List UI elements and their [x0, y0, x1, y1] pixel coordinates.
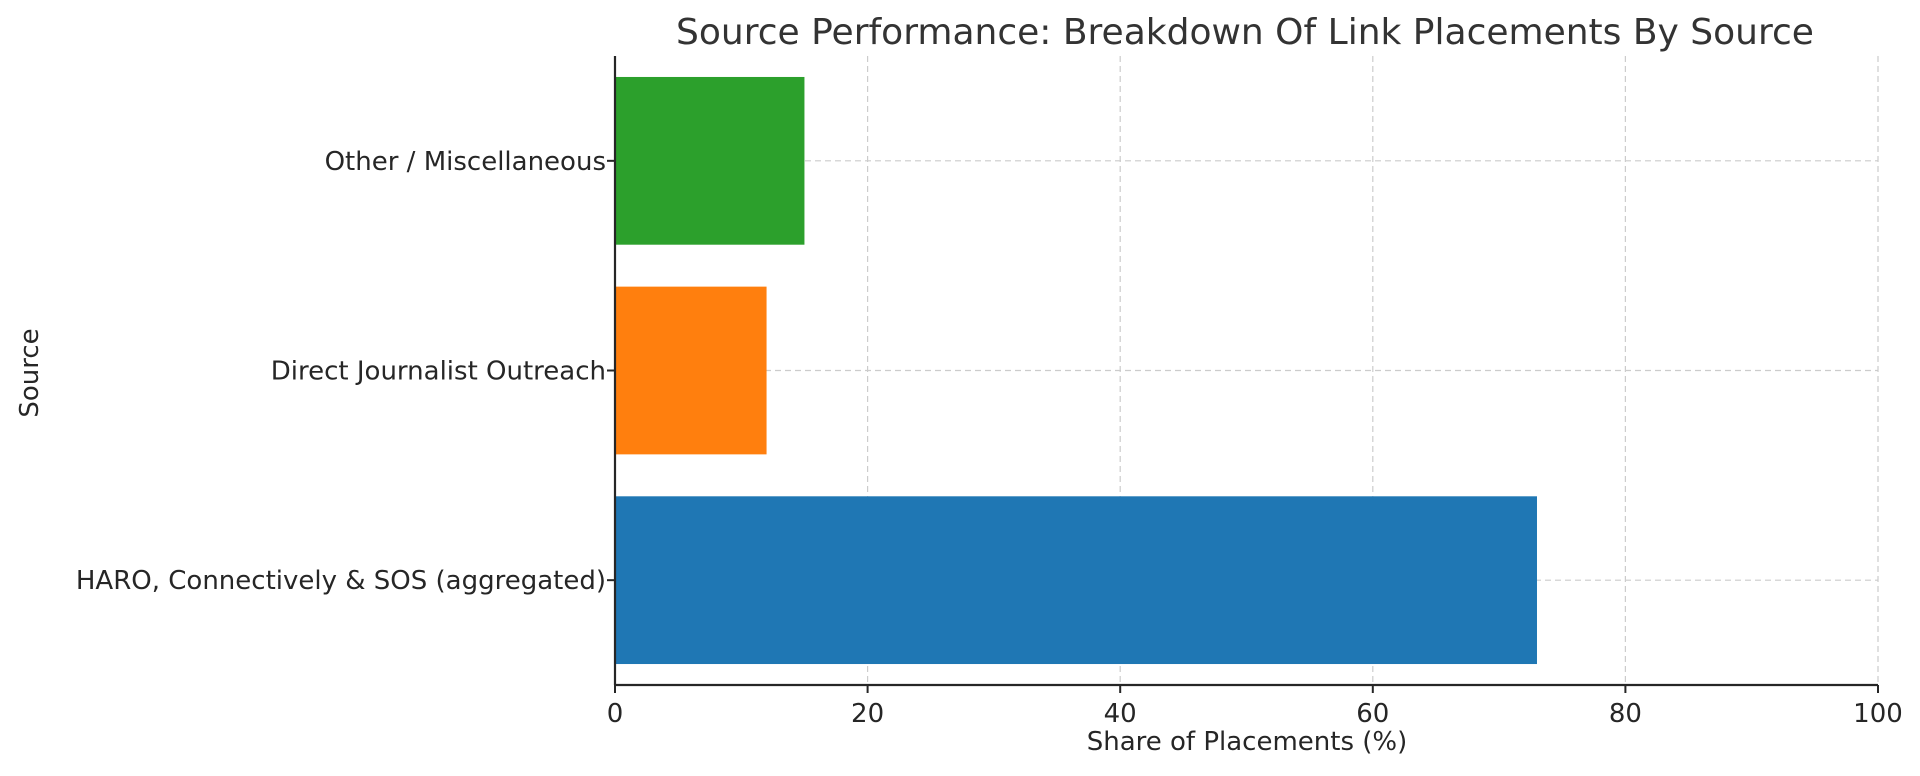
x-tick-label: 20: [851, 699, 884, 729]
x-tick-label: 60: [1356, 699, 1389, 729]
x-tick-label: 0: [607, 699, 624, 729]
bars: [615, 76, 1537, 665]
x-axis-label: Share of Placements (%): [1087, 727, 1408, 757]
y-axis-label: Source: [15, 328, 45, 417]
bar: [615, 286, 767, 455]
y-tick-label: Other / Miscellaneous: [325, 147, 606, 177]
y-tick-label: HARO, Connectively & SOS (aggregated): [76, 566, 606, 596]
x-ticks: 0 20 40 60 80 100: [607, 685, 1903, 729]
y-tick-label: Direct Journalist Outreach: [271, 357, 606, 387]
x-tick-label: 40: [1104, 699, 1137, 729]
bar: [615, 76, 805, 245]
chart-title: Source Performance: Breakdown Of Link Pl…: [676, 12, 1814, 53]
y-ticks: HARO, Connectively & SOS (aggregated) Dir…: [76, 147, 615, 596]
x-tick-label: 100: [1853, 699, 1903, 729]
bar: [615, 496, 1537, 665]
x-tick-label: 80: [1609, 699, 1642, 729]
